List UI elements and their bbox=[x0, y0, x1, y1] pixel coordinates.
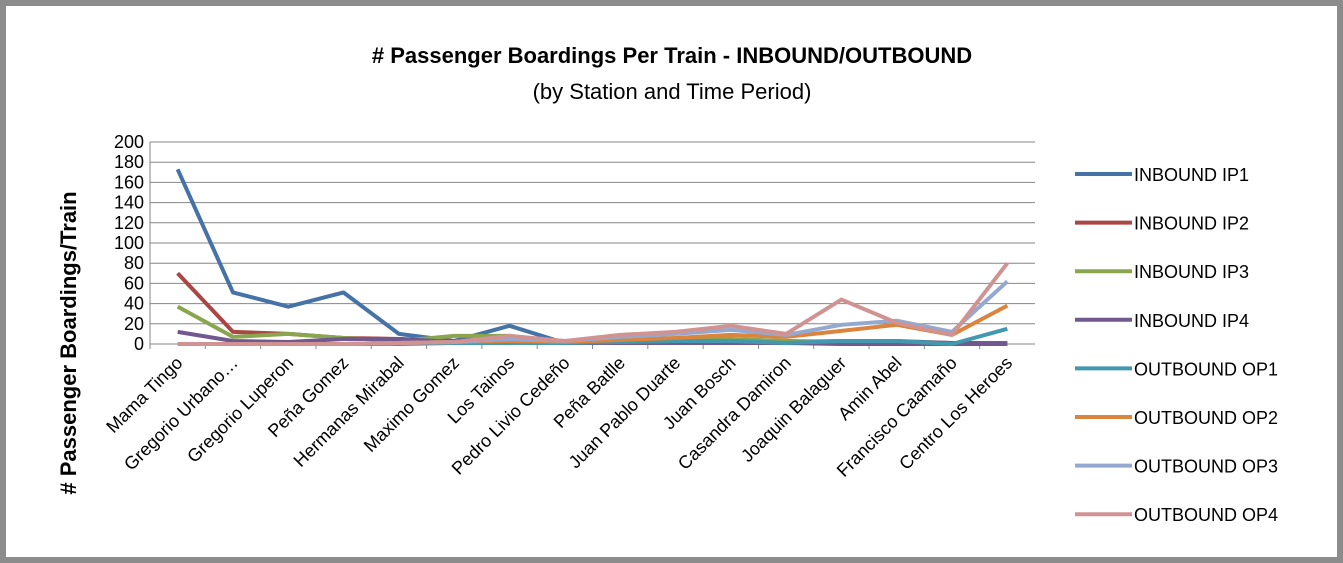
y-tick-label: 180 bbox=[114, 152, 144, 172]
y-tick-label: 120 bbox=[114, 213, 144, 233]
y-tick-label: 20 bbox=[124, 314, 144, 334]
chart-title: # Passenger Boardings Per Train - INBOUN… bbox=[372, 43, 972, 68]
legend-label: OUTBOUND OP2 bbox=[1134, 408, 1278, 428]
chart-subtitle: (by Station and Time Period) bbox=[533, 79, 812, 104]
legend-label: INBOUND IP1 bbox=[1134, 165, 1249, 185]
legend-label: INBOUND IP3 bbox=[1134, 262, 1249, 282]
legend-label: OUTBOUND OP3 bbox=[1134, 457, 1278, 477]
y-tick-label: 80 bbox=[124, 253, 144, 273]
y-tick-label: 60 bbox=[124, 273, 144, 293]
y-tick-label: 0 bbox=[134, 334, 144, 354]
legend-label: OUTBOUND OP4 bbox=[1134, 505, 1278, 525]
y-tick-label: 140 bbox=[114, 193, 144, 213]
y-tick-label: 160 bbox=[114, 172, 144, 192]
series-line bbox=[177, 261, 1009, 346]
y-tick-label: 200 bbox=[114, 132, 144, 152]
legend-label: OUTBOUND OP1 bbox=[1134, 359, 1278, 379]
y-tick-label: 100 bbox=[114, 233, 144, 253]
legend-label: INBOUND IP2 bbox=[1134, 214, 1249, 234]
legend-label: INBOUND IP4 bbox=[1134, 311, 1249, 331]
y-tick-label: 40 bbox=[124, 294, 144, 314]
y-axis-label: # Passenger Boardings/Train bbox=[56, 191, 81, 494]
